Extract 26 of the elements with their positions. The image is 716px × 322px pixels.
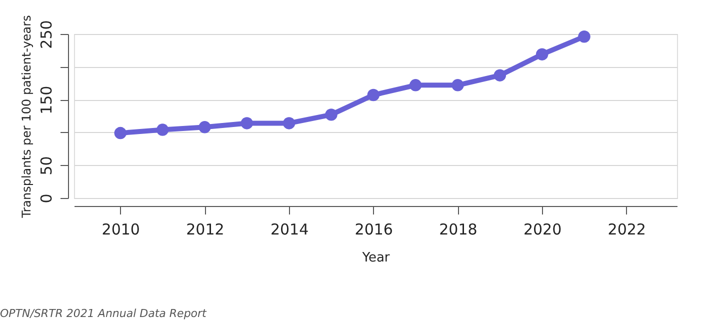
y-tick-label: 250: [38, 20, 56, 49]
point: [452, 79, 464, 92]
point: [536, 48, 548, 60]
point: [114, 126, 127, 140]
x-axis-title: Year: [361, 250, 390, 266]
point: [578, 30, 590, 43]
y-tick-label: 0: [38, 194, 56, 204]
x-tick-label: 2010: [102, 220, 140, 238]
text: OPTN/SRTR 2021 Annual Data Report: [0, 307, 208, 320]
point: [409, 79, 422, 92]
point: [156, 124, 169, 136]
point: [240, 117, 254, 130]
x-tick-label: 2018: [439, 220, 478, 238]
y-tick-label: 150: [38, 86, 56, 114]
x-tick-label: 2022: [608, 220, 646, 238]
y-tick-label: 50: [38, 156, 56, 176]
y-axis-title: Transplants per 100 patient-years: [20, 15, 34, 219]
point: [325, 108, 338, 121]
point: [198, 121, 211, 134]
x-tick-label: 2016: [354, 220, 393, 238]
x-tick-label: 2014: [270, 220, 309, 238]
point: [367, 88, 380, 102]
x-tick-label: 2012: [186, 220, 224, 238]
point: [282, 117, 296, 130]
x-tick-label: 2020: [523, 220, 562, 238]
point: [494, 69, 506, 82]
